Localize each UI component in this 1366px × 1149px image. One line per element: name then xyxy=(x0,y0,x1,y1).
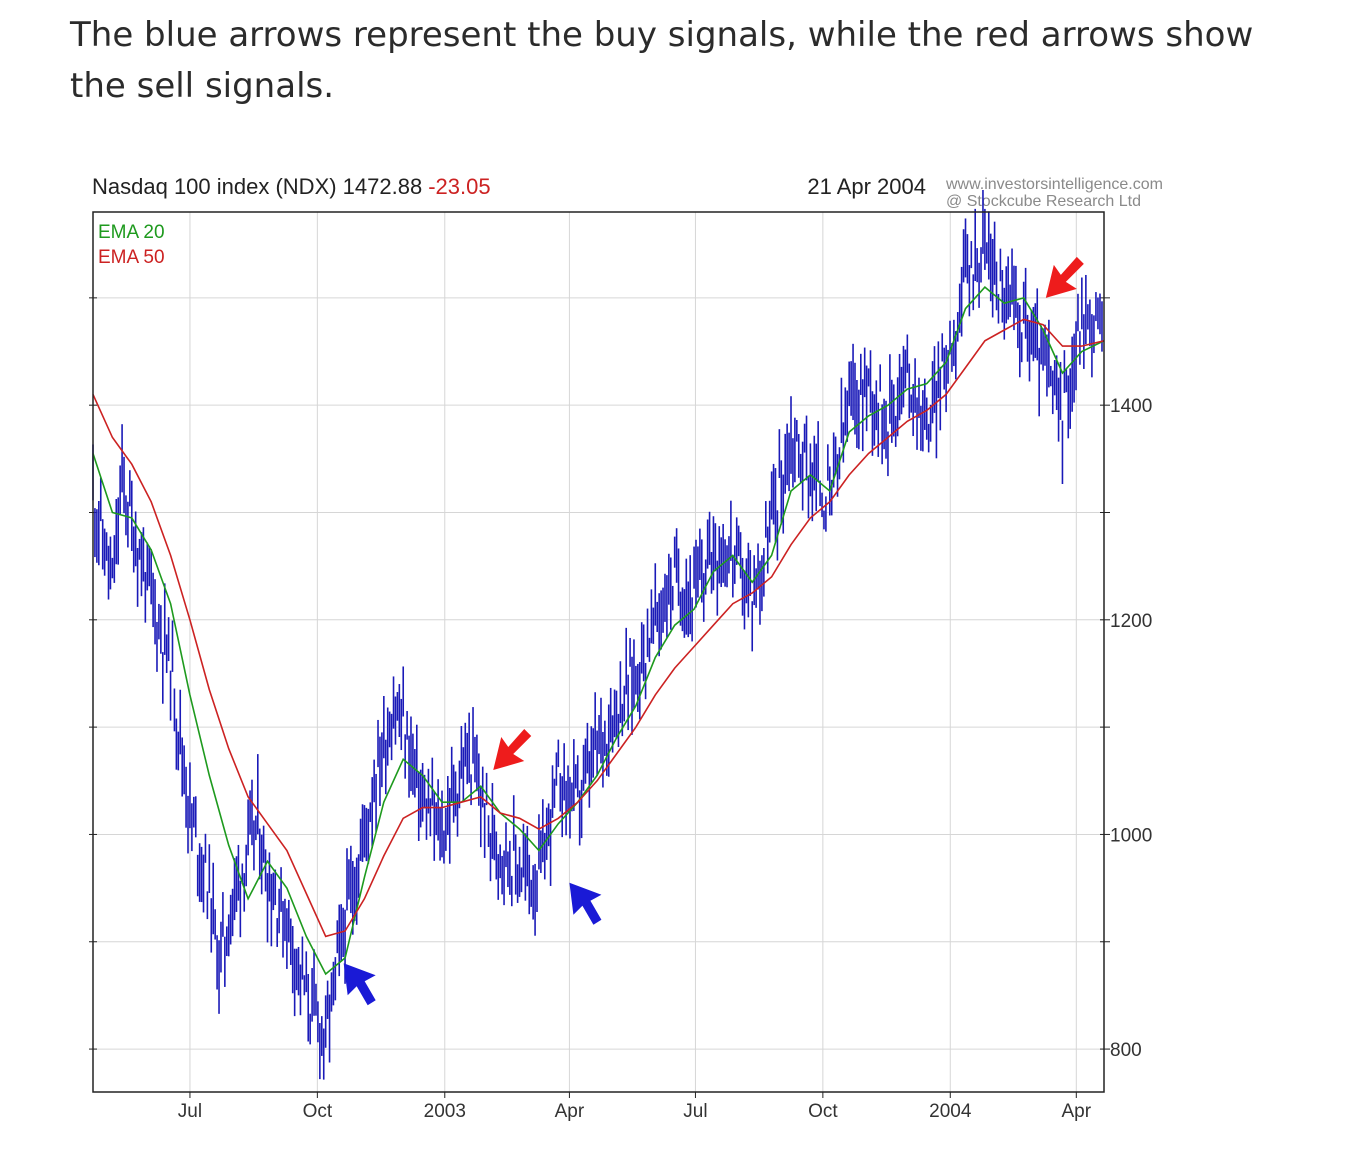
chart-source-copyright: @ Stockcube Research Ltd xyxy=(946,193,1141,210)
x-tick-label: 2004 xyxy=(929,1101,972,1122)
sell-signal-arrow xyxy=(1045,256,1084,298)
legend-item: EMA 50 xyxy=(98,247,165,268)
intro-paragraph: The blue arrows represent the buy signal… xyxy=(70,15,1254,106)
plot-area: Jul Oct 2003 Apr Jul Oct 2004 Apr 800 1000 1200 140… xyxy=(89,189,1152,1122)
buy-signal-arrow xyxy=(569,882,602,925)
x-tick-label: Apr xyxy=(555,1101,585,1122)
chart-change: -23.05 xyxy=(428,174,490,199)
x-tick-label: Oct xyxy=(808,1101,838,1122)
sell-signal-arrow xyxy=(493,729,532,771)
x-tick-label: Oct xyxy=(303,1101,333,1122)
x-tick-label: Jul xyxy=(178,1101,202,1122)
x-tick-label: 2003 xyxy=(424,1101,466,1122)
y-tick-label: 1200 xyxy=(1110,611,1152,632)
chart-title: Nasdaq 100 index (NDX) 1472.88 xyxy=(92,174,422,199)
chart-date: 21 Apr 2004 xyxy=(807,174,926,199)
nasdaq-chart: Nasdaq 100 index (NDX) 1472.88 -23.05 21… xyxy=(89,174,1163,1122)
chart-source-url: www.investorsintelligence.com xyxy=(945,176,1163,193)
plot-frame xyxy=(92,211,1105,1093)
series-line-ema-20 xyxy=(92,285,1105,976)
x-tick-label: Jul xyxy=(683,1101,707,1122)
x-tick-label: Apr xyxy=(1062,1101,1092,1122)
y-tick-label: 1000 xyxy=(1110,825,1152,846)
chart-container: Nasdaq 100 index (NDX) 1472.88 -23.05 21… xyxy=(0,160,1366,1144)
buy-signal-arrow xyxy=(343,963,376,1006)
y-tick-label: 800 xyxy=(1110,1040,1142,1061)
series-line-ema-50 xyxy=(92,318,1105,938)
y-tick-label: 1400 xyxy=(1110,396,1152,417)
legend-item: EMA 20 xyxy=(98,222,165,243)
